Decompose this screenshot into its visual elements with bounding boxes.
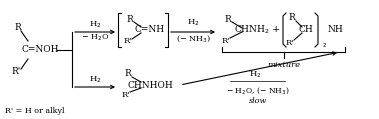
Text: R' = H or alkyl: R' = H or alkyl (5, 107, 64, 115)
Text: mixture: mixture (267, 61, 300, 69)
Text: H$_2$: H$_2$ (187, 18, 199, 28)
Text: R': R' (11, 67, 20, 77)
Text: R': R' (222, 37, 230, 45)
Text: R: R (289, 13, 295, 22)
Text: CHNH$_2$: CHNH$_2$ (234, 24, 270, 36)
Text: +: + (272, 25, 280, 35)
Text: R': R' (286, 39, 294, 47)
Text: R': R' (124, 37, 132, 45)
Text: H$_2$: H$_2$ (89, 75, 101, 85)
Text: − H$_2$O: − H$_2$O (81, 33, 109, 43)
Text: R: R (15, 23, 21, 32)
Text: (− NH$_3$): (− NH$_3$) (175, 32, 210, 44)
Text: H$_2$: H$_2$ (249, 70, 261, 80)
Text: R: R (125, 69, 132, 79)
Text: CHNHOH: CHNHOH (127, 80, 173, 89)
Text: H$_2$: H$_2$ (89, 20, 101, 30)
Text: C=NH: C=NH (135, 25, 165, 35)
Text: − H$_2$O, (− NH$_3$): − H$_2$O, (− NH$_3$) (226, 85, 290, 97)
Text: R': R' (122, 91, 130, 99)
Text: slow: slow (249, 97, 267, 105)
Text: CH: CH (299, 25, 313, 35)
Text: $_2$: $_2$ (322, 42, 327, 50)
Text: NH: NH (327, 25, 343, 35)
Text: C=NOH: C=NOH (21, 45, 59, 55)
Text: R: R (127, 15, 133, 23)
Text: R: R (225, 15, 231, 23)
